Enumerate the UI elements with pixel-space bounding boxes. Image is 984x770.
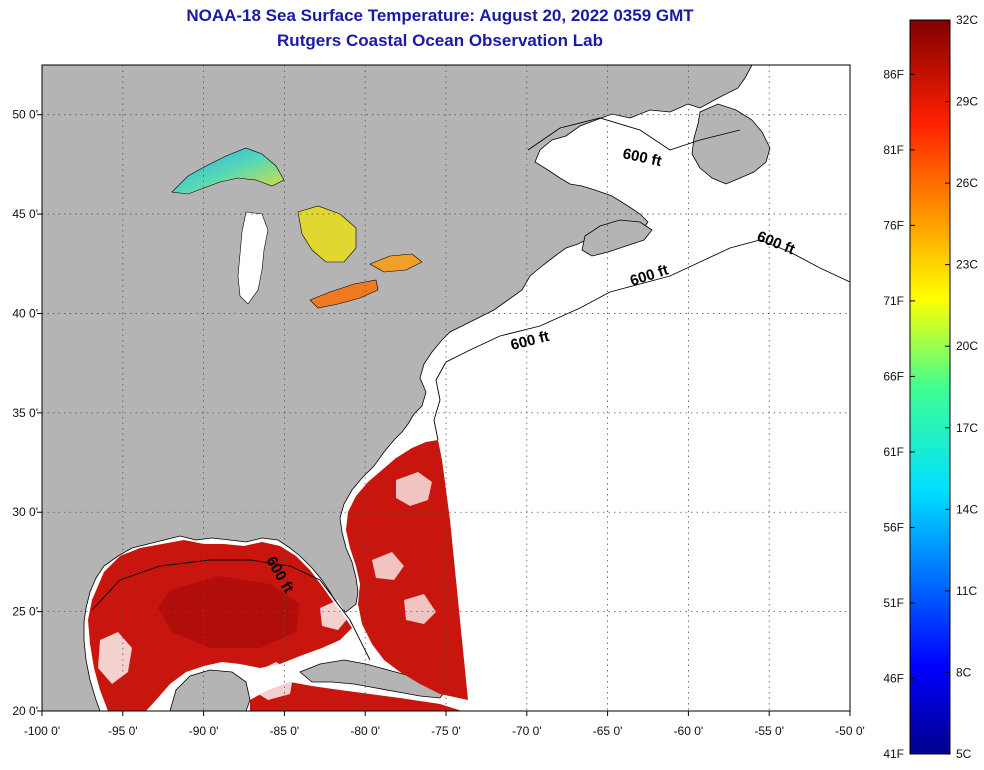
fahrenheit-tick-label: 66F bbox=[883, 369, 904, 383]
fahrenheit-tick-label: 46F bbox=[883, 671, 904, 685]
fahrenheit-tick-label: 41F bbox=[883, 747, 904, 761]
lon-tick-label: -65 0' bbox=[593, 724, 623, 738]
lat-tick-label: 20 0' bbox=[12, 704, 38, 718]
lat-tick-label: 45 0' bbox=[12, 207, 38, 221]
lat-tick-label: 35 0' bbox=[12, 406, 38, 420]
lon-tick-label: -70 0' bbox=[512, 724, 542, 738]
lon-tick-label: -55 0' bbox=[754, 724, 784, 738]
fahrenheit-tick-label: 56F bbox=[883, 520, 904, 534]
celsius-ticks: 32C 29C 26C 23C 20C 17C 14C 11C 8C 5C bbox=[945, 13, 978, 761]
celsius-tick-label: 29C bbox=[956, 95, 978, 109]
land-nova-scotia bbox=[581, 219, 653, 257]
lon-tick-label: -85 0' bbox=[270, 724, 300, 738]
celsius-tick-label: 32C bbox=[956, 13, 978, 27]
fahrenheit-ticks: 86F 81F 76F 71F 66F 61F 56F 51F 46F 41F bbox=[883, 67, 915, 761]
latitude-ticks: 50 0' 45 0' 40 0' 35 0' 30 0' 25 0' 20 0' bbox=[12, 108, 42, 718]
fahrenheit-tick-label: 51F bbox=[883, 596, 904, 610]
lake-superior bbox=[171, 147, 285, 195]
celsius-tick-label: 8C bbox=[956, 665, 972, 679]
lon-tick-label: -75 0' bbox=[431, 724, 461, 738]
land-yucatan bbox=[169, 669, 251, 711]
celsius-tick-label: 5C bbox=[956, 747, 972, 761]
map-title: NOAA-18 Sea Surface Temperature: August … bbox=[186, 6, 694, 25]
sst-caribbean bbox=[250, 682, 462, 711]
fahrenheit-tick-label: 76F bbox=[883, 218, 904, 232]
celsius-tick-label: 20C bbox=[956, 339, 978, 353]
fahrenheit-tick-label: 61F bbox=[883, 445, 904, 459]
lon-tick-label: -100 0' bbox=[24, 724, 60, 738]
lat-tick-label: 30 0' bbox=[12, 505, 38, 519]
celsius-tick-label: 26C bbox=[956, 176, 978, 190]
longitude-ticks: -100 0' -95 0' -90 0' -85 0' -80 0' -75 0' -70… bbox=[24, 711, 865, 738]
colorbar-gradient bbox=[909, 19, 951, 755]
celsius-tick-label: 23C bbox=[956, 258, 978, 272]
lon-tick-label: -60 0' bbox=[674, 724, 704, 738]
lat-tick-label: 25 0' bbox=[12, 605, 38, 619]
lon-tick-label: -80 0' bbox=[350, 724, 380, 738]
lake-huron bbox=[297, 205, 357, 263]
celsius-tick-label: 11C bbox=[956, 584, 977, 598]
lat-tick-label: 40 0' bbox=[12, 306, 38, 320]
celsius-tick-label: 14C bbox=[956, 502, 978, 516]
sst-atlantic-cloud bbox=[372, 472, 436, 624]
lon-tick-label: -90 0' bbox=[189, 724, 219, 738]
contour-600ft-north bbox=[527, 117, 741, 151]
lake-erie bbox=[309, 279, 379, 309]
land-north-america bbox=[42, 65, 753, 711]
celsius-tick-label: 17C bbox=[956, 421, 978, 435]
fahrenheit-tick-label: 86F bbox=[883, 67, 904, 81]
sst-atlantic bbox=[346, 440, 468, 700]
land-newfoundland bbox=[691, 103, 771, 185]
lon-tick-label: -95 0' bbox=[108, 724, 138, 738]
lake-michigan bbox=[237, 211, 269, 305]
contour-600ft bbox=[433, 239, 850, 441]
fahrenheit-tick-label: 71F bbox=[883, 294, 904, 308]
fahrenheit-tick-label: 81F bbox=[883, 143, 904, 157]
lon-tick-label: -50 0' bbox=[835, 724, 865, 738]
lat-tick-label: 50 0' bbox=[12, 108, 38, 122]
map-subtitle: Rutgers Coastal Ocean Observation Lab bbox=[277, 31, 603, 50]
sst-gulf-cloud bbox=[98, 600, 348, 700]
lake-ontario bbox=[369, 253, 423, 273]
contour-600ft-gulf bbox=[91, 559, 371, 661]
